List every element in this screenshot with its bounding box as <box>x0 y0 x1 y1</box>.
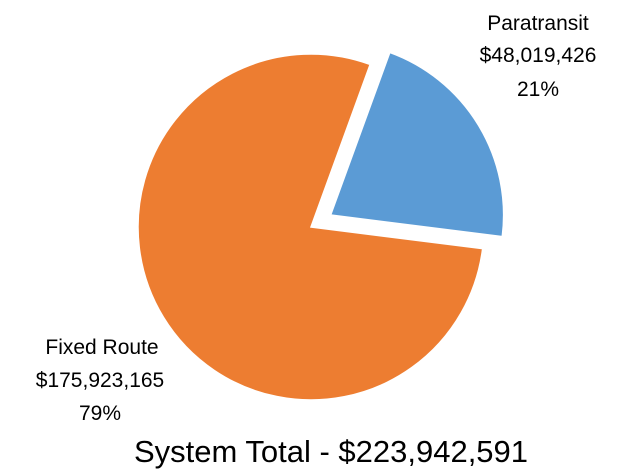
paratransit-data-label: Paratransit $48,019,426 21% <box>480 12 597 101</box>
paratransit-value-label: $48,019,426 <box>480 44 597 67</box>
chart-title: System Total - $223,942,591 <box>134 434 528 469</box>
paratransit-label: Paratransit <box>487 12 589 35</box>
paratransit-percent-label: 21% <box>517 78 559 101</box>
fixed-route-percent-label: 79% <box>79 402 121 425</box>
fixed-route-value-label: $175,923,165 <box>36 369 164 392</box>
fixed-route-data-label: Fixed Route $175,923,165 79% <box>36 336 164 425</box>
pie-slices <box>137 51 505 401</box>
pie-slice-paratransit <box>329 51 505 238</box>
fixed-route-label: Fixed Route <box>45 336 158 359</box>
pie-slice-fixed-route <box>137 53 484 401</box>
